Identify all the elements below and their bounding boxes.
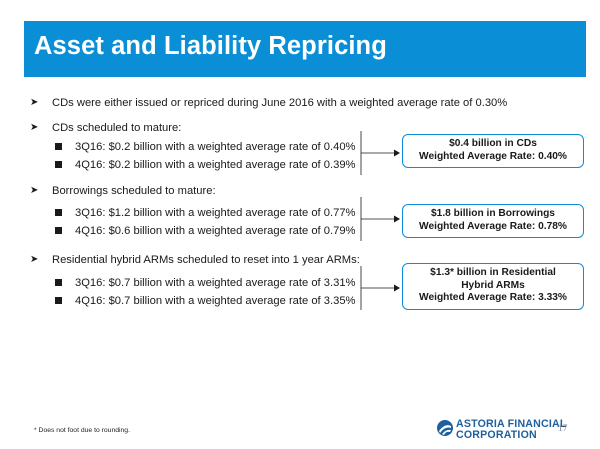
square-bullet-icon bbox=[55, 143, 62, 150]
bracket-connector-cds bbox=[360, 131, 400, 175]
arrow-bullet-icon: ➤ bbox=[30, 97, 39, 108]
title-bar: Asset and Liability Repricing bbox=[24, 21, 586, 77]
sub-bullet-item: 3Q16: $1.2 billion with a weighted avera… bbox=[55, 206, 356, 220]
sub-bullet-item: 3Q16: $0.7 billion with a weighted avera… bbox=[55, 276, 356, 290]
logo-text-line2: CORPORATION bbox=[456, 429, 537, 441]
bullet-text: Residential hybrid ARMs scheduled to res… bbox=[52, 254, 360, 266]
bracket-connector-borrowings bbox=[360, 197, 400, 241]
sub-bullet-text: 4Q16: $0.7 billion with a weighted avera… bbox=[75, 295, 356, 307]
bullet-item: ➤ CDs scheduled to mature: bbox=[30, 121, 181, 135]
bullet-item: ➤ Residential hybrid ARMs scheduled to r… bbox=[30, 253, 360, 267]
page-number: 17 bbox=[558, 424, 568, 434]
callout-line: Weighted Average Rate: 0.78% bbox=[419, 220, 567, 232]
sub-bullet-text: 4Q16: $0.2 billion with a weighted avera… bbox=[75, 159, 356, 171]
callout-line: Hybrid ARMs bbox=[461, 279, 525, 291]
bullet-text: CDs were either issued or repriced durin… bbox=[52, 97, 508, 109]
callout-line: Weighted Average Rate: 3.33% bbox=[419, 292, 567, 303]
callout-borrowings: $1.8 billion in Borrowings Weighted Aver… bbox=[402, 204, 584, 238]
callout-cds: $0.4 billion in CDs Weighted Average Rat… bbox=[402, 134, 584, 168]
arrow-right-icon bbox=[394, 149, 400, 157]
arrow-bullet-icon: ➤ bbox=[30, 254, 39, 265]
callout-line: Weighted Average Rate: 0.40% bbox=[419, 150, 567, 162]
square-bullet-icon bbox=[55, 279, 62, 286]
bullet-item: ➤ CDs were either issued or repriced dur… bbox=[30, 96, 507, 110]
callout-line: $1.8 billion in Borrowings bbox=[431, 208, 555, 219]
sub-bullet-item: 4Q16: $0.6 billion with a weighted avera… bbox=[55, 224, 356, 238]
sub-bullet-text: 3Q16: $0.7 billion with a weighted avera… bbox=[75, 277, 356, 289]
square-bullet-icon bbox=[55, 209, 62, 216]
page-title: Asset and Liability Repricing bbox=[34, 32, 387, 60]
footnote: * Does not foot due to rounding. bbox=[34, 427, 130, 434]
callout-line: $0.4 billion in CDs bbox=[449, 138, 537, 149]
callout-line: $1.3* billion in Residential bbox=[430, 267, 556, 278]
bullet-item: ➤ Borrowings scheduled to mature: bbox=[30, 184, 216, 198]
sub-bullet-text: 3Q16: $1.2 billion with a weighted avera… bbox=[75, 207, 356, 219]
sub-bullet-text: 4Q16: $0.6 billion with a weighted avera… bbox=[75, 225, 356, 237]
bracket-connector-arms bbox=[360, 266, 400, 310]
sub-bullet-item: 4Q16: $0.7 billion with a weighted avera… bbox=[55, 294, 356, 308]
bullet-text: CDs scheduled to mature: bbox=[52, 122, 182, 134]
bullet-text: Borrowings scheduled to mature: bbox=[52, 185, 216, 197]
astoria-logo-icon bbox=[437, 420, 453, 436]
sub-bullet-text: 3Q16: $0.2 billion with a weighted avera… bbox=[75, 141, 356, 153]
square-bullet-icon bbox=[55, 161, 62, 168]
sub-bullet-item: 4Q16: $0.2 billion with a weighted avera… bbox=[55, 158, 356, 172]
arrow-right-icon bbox=[394, 215, 400, 223]
logo-text-line1: ASTORIA FINANCIAL bbox=[456, 418, 567, 430]
company-logo: ASTORIA FINANCIAL CORPORATION bbox=[436, 418, 566, 441]
square-bullet-icon bbox=[55, 297, 62, 304]
square-bullet-icon bbox=[55, 227, 62, 234]
arrow-bullet-icon: ➤ bbox=[30, 122, 39, 133]
sub-bullet-item: 3Q16: $0.2 billion with a weighted avera… bbox=[55, 140, 356, 154]
callout-arms: $1.3* billion in Residential Hybrid ARMs… bbox=[402, 263, 584, 310]
arrow-right-icon bbox=[394, 284, 400, 292]
arrow-bullet-icon: ➤ bbox=[30, 185, 39, 196]
